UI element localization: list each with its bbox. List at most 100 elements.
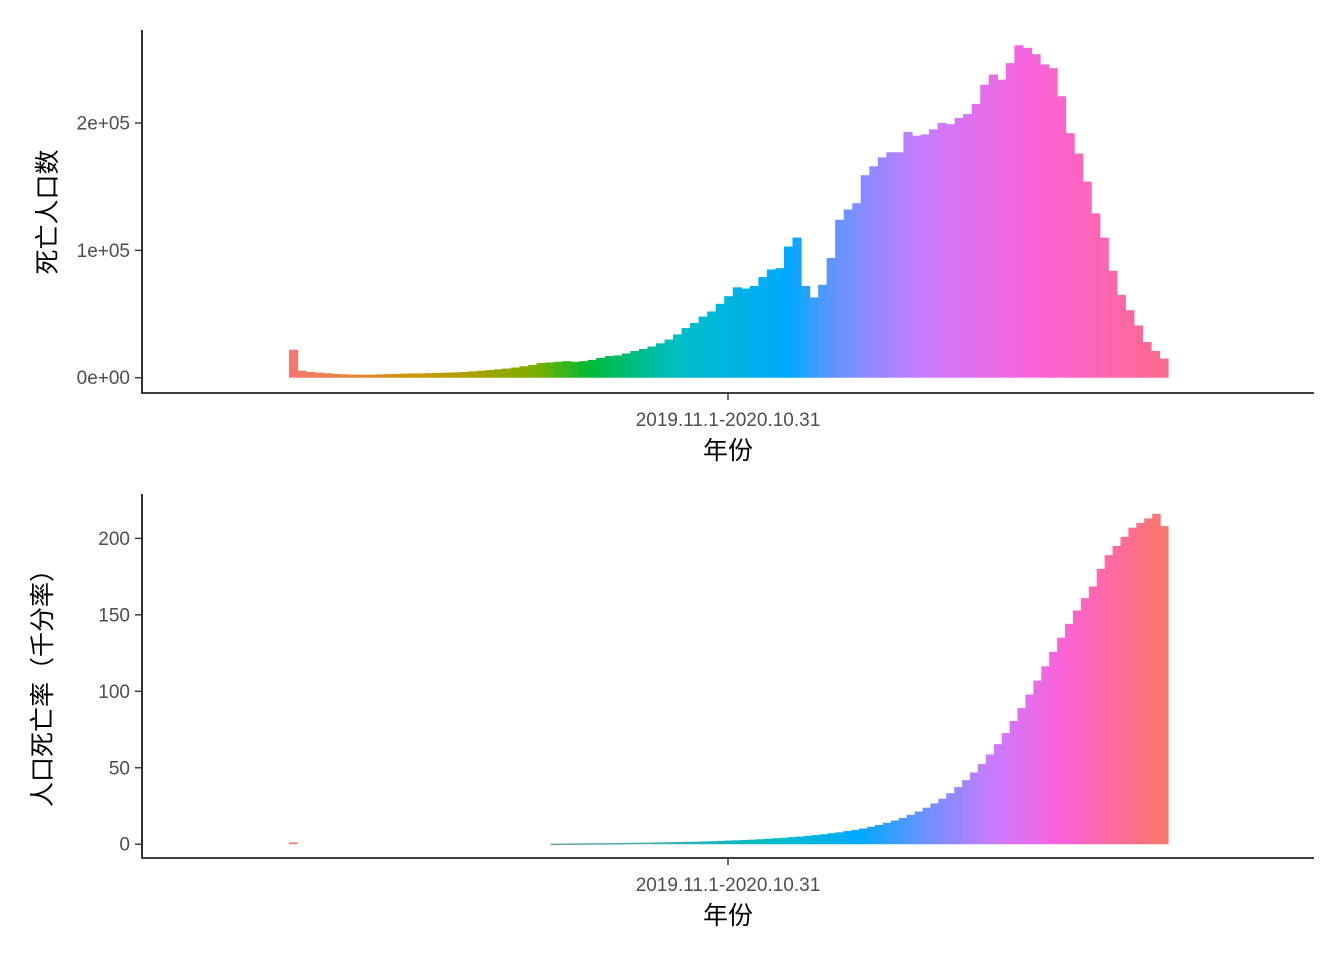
bar <box>843 831 852 845</box>
bar <box>645 842 654 845</box>
bar <box>1022 47 1033 378</box>
bar <box>1108 270 1118 378</box>
bar <box>314 372 324 378</box>
bar <box>869 166 879 378</box>
mortality-x-axis-title: 年份 <box>703 901 753 930</box>
bar <box>442 372 452 378</box>
bar <box>911 135 922 378</box>
bar <box>684 841 694 845</box>
bar <box>827 833 837 845</box>
bar <box>1033 680 1042 845</box>
bar <box>653 842 662 845</box>
bar <box>605 843 615 845</box>
bar <box>1104 555 1114 845</box>
bar <box>1025 694 1034 845</box>
bar <box>1009 720 1019 845</box>
bar <box>835 219 845 378</box>
bar <box>630 350 640 378</box>
bar <box>589 843 599 845</box>
bar <box>673 334 683 378</box>
bar <box>566 843 575 845</box>
deaths-y-ticks: 0e+00 1e+05 2e+05 <box>77 113 142 389</box>
bar <box>826 257 836 378</box>
bar <box>1014 45 1024 378</box>
bar <box>382 374 392 378</box>
bar <box>1160 526 1169 845</box>
bar <box>977 763 987 845</box>
bar <box>766 269 777 378</box>
deaths-bars <box>289 45 1169 378</box>
bar <box>1128 527 1137 845</box>
y-tick-label: 150 <box>98 605 130 626</box>
deaths-x-tick-label: 2019.11.1-2020.10.31 <box>636 410 821 431</box>
bar <box>613 843 623 845</box>
bar <box>1116 294 1126 378</box>
bar <box>971 103 981 378</box>
bar <box>1096 568 1106 845</box>
bar <box>558 843 567 845</box>
bar <box>681 328 691 378</box>
bar <box>1074 153 1084 378</box>
bar <box>1088 586 1098 845</box>
bar <box>331 373 341 378</box>
bar <box>980 84 990 378</box>
mortality-chart: 0 50 100 150 200 2019.11.1-2020.10.31 年份 人口死… <box>28 494 1314 930</box>
bar <box>946 124 956 378</box>
bar <box>510 367 521 378</box>
y-tick-label: 0e+00 <box>77 368 130 389</box>
bar <box>323 373 333 378</box>
bar <box>587 359 597 378</box>
bar <box>954 117 964 378</box>
bar <box>740 839 749 845</box>
bar <box>340 374 350 378</box>
bar <box>890 820 900 845</box>
deaths-axes <box>141 30 1314 394</box>
bar <box>408 373 418 378</box>
bar <box>289 842 298 845</box>
bar <box>1048 68 1058 378</box>
bar <box>574 843 583 845</box>
bar <box>1005 63 1015 378</box>
bar <box>922 807 932 845</box>
bar <box>579 361 589 378</box>
bar <box>391 373 401 378</box>
bar <box>664 339 674 378</box>
y-tick-label: 0 <box>119 835 130 856</box>
bar <box>1049 651 1058 845</box>
bar <box>724 840 734 845</box>
bar <box>946 793 955 845</box>
bar <box>629 842 639 845</box>
bar <box>1072 610 1082 845</box>
bar <box>527 364 538 378</box>
bar <box>867 826 876 845</box>
bar <box>434 372 444 378</box>
bar <box>886 152 896 378</box>
bar <box>1039 64 1050 378</box>
bar <box>692 841 702 845</box>
bar <box>937 122 947 378</box>
bar <box>1065 623 1074 845</box>
bar <box>348 374 358 378</box>
bar <box>930 803 939 845</box>
bar <box>875 824 884 845</box>
bar <box>809 297 819 378</box>
bar <box>570 361 580 378</box>
bar <box>903 131 913 378</box>
y-tick-label: 200 <box>98 529 130 550</box>
bar <box>613 355 623 378</box>
bar <box>920 134 930 378</box>
bar <box>374 374 384 378</box>
bar <box>1142 342 1152 378</box>
bar <box>1031 54 1041 378</box>
bar <box>914 811 924 845</box>
bar <box>963 114 973 378</box>
bar <box>493 369 503 378</box>
bar <box>741 288 751 378</box>
bar <box>669 842 678 845</box>
bar <box>997 79 1007 378</box>
bar <box>459 371 469 378</box>
bar <box>708 841 718 845</box>
bar <box>843 209 853 378</box>
bar <box>715 303 725 378</box>
